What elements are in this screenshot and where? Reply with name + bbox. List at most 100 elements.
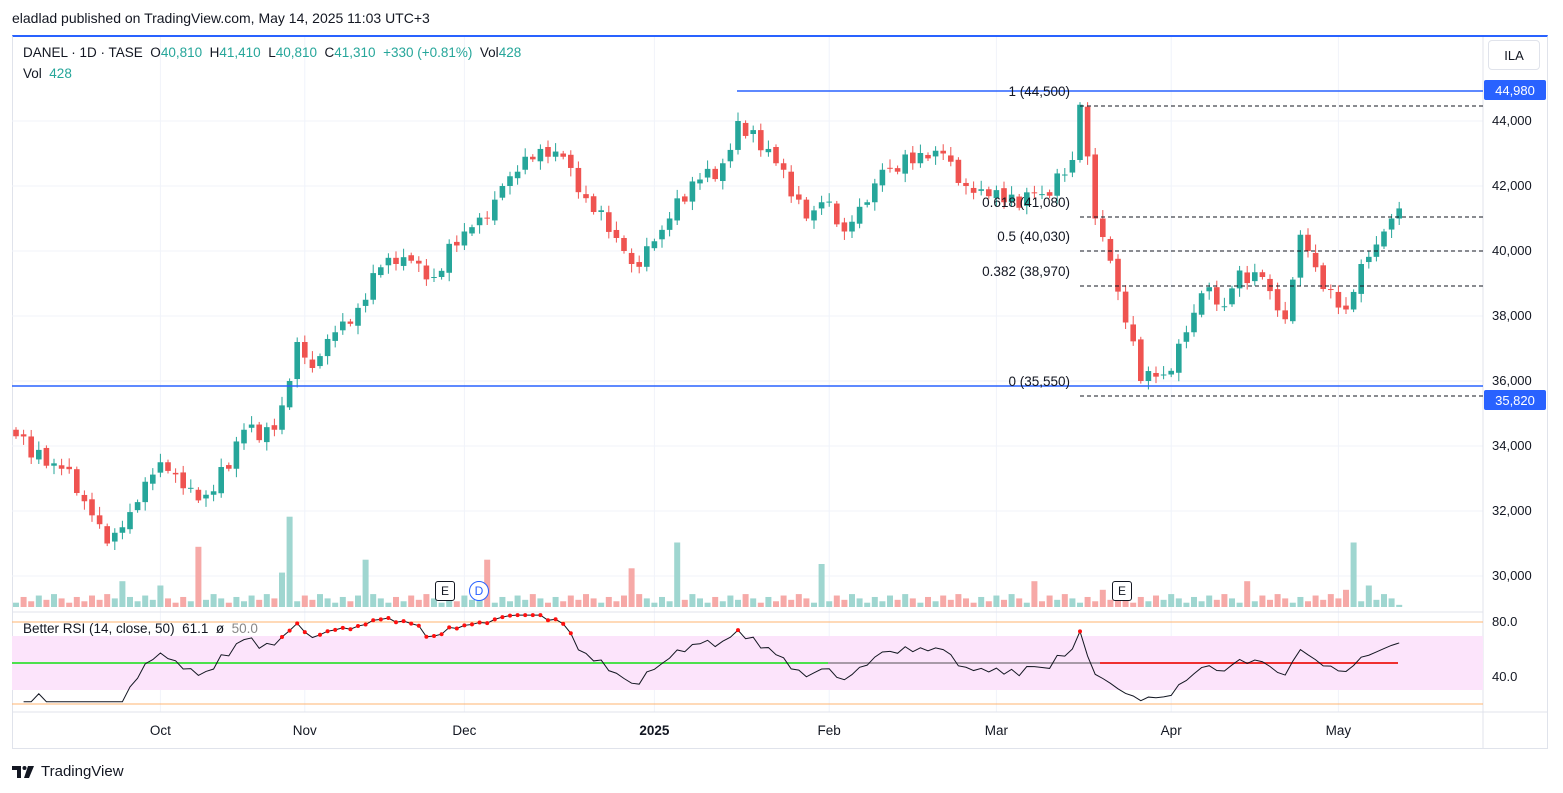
candle (1252, 263, 1258, 286)
publish-info: eladlad published on TradingView.com, Ma… (12, 10, 430, 26)
candle (13, 427, 19, 439)
x-axis-tick: 2025 (639, 723, 670, 738)
candle (309, 351, 316, 373)
volume-value: 428 (49, 66, 72, 81)
volume-bar (1099, 589, 1106, 607)
volume-bar (431, 598, 437, 607)
candle (1168, 368, 1174, 378)
volume-bar (385, 602, 392, 607)
volume-bar (537, 598, 544, 607)
symbol-name[interactable]: DANEL · 1D · TASE (23, 45, 143, 60)
candle (1236, 265, 1243, 297)
currency-button[interactable]: ILA (1488, 40, 1540, 70)
volume-bar (355, 595, 361, 607)
candle (66, 458, 72, 474)
symbol-legend: DANEL · 1D · TASE O40,810 H41,410 L40,81… (23, 45, 521, 60)
close-label: C (324, 45, 335, 60)
candle (659, 225, 665, 248)
volume-bar (1221, 594, 1228, 607)
x-axis-tick: Feb (817, 723, 841, 738)
rsi-line (23, 614, 1400, 703)
candle (385, 253, 392, 274)
rsi-overbought-mark (462, 623, 467, 628)
rsi-overbought-mark (340, 625, 345, 630)
high-label: H (209, 45, 220, 60)
candle (180, 465, 186, 495)
candle (1350, 289, 1357, 313)
candle (613, 221, 620, 243)
volume-bar (795, 594, 802, 607)
rsi-overbought-mark (348, 627, 353, 632)
rsi-overbought-mark (492, 617, 497, 622)
candle (112, 528, 118, 550)
volume-bar (507, 601, 513, 607)
candle (986, 186, 992, 199)
candle (522, 148, 528, 175)
rsi-label[interactable]: Better RSI (14, close, 50) (23, 621, 175, 636)
volume-bar (1137, 596, 1144, 607)
chart-frame (12, 35, 1548, 749)
volume-bar (256, 599, 263, 607)
candle (917, 144, 924, 168)
open-label: O (150, 45, 161, 60)
candle (1176, 339, 1182, 382)
change-value: +330 (+0.81%) (383, 45, 473, 60)
candle (416, 256, 422, 273)
candle (20, 429, 27, 445)
volume-bar (233, 596, 240, 607)
volume-bar (780, 595, 787, 607)
volume-bar (970, 602, 977, 607)
volume-bar (955, 594, 962, 607)
candle (492, 191, 498, 225)
volume-bar (58, 598, 65, 607)
volume-bar (643, 598, 650, 607)
candle (1320, 262, 1326, 292)
volume-bar (127, 596, 133, 607)
tradingview-logo[interactable]: TradingView (12, 763, 124, 780)
dividend-marker[interactable]: D (469, 581, 489, 601)
volume-bar (294, 601, 301, 607)
volume-bar (1244, 581, 1251, 607)
candle (1297, 230, 1304, 287)
volume-bar (947, 599, 954, 607)
rsi-overbought-mark (736, 628, 740, 633)
candle (469, 224, 475, 237)
volume-bar (89, 595, 95, 607)
volume-bar (111, 598, 118, 607)
volume-bar (993, 595, 1000, 607)
rsi-overbought-mark (302, 630, 307, 635)
rsi-overbought-mark (371, 618, 376, 623)
candle (1328, 284, 1334, 299)
earnings-marker[interactable]: E (1112, 581, 1132, 601)
x-axis-tick: Dec (452, 723, 477, 738)
volume-bar (750, 598, 757, 607)
earnings-marker[interactable]: E (435, 581, 455, 601)
candle (1312, 244, 1319, 272)
volume-bar (362, 559, 369, 607)
volume-bar (1016, 598, 1023, 607)
volume-bar (393, 596, 399, 607)
volume-bar (1312, 595, 1319, 607)
volume-bar (1229, 598, 1235, 607)
volume-bar (917, 602, 924, 607)
volume-bar (811, 602, 817, 607)
volume-bar (1365, 585, 1372, 607)
volume-bar (469, 599, 475, 607)
rsi-overbought-mark (439, 632, 444, 637)
volume-bar (309, 599, 316, 607)
candle (431, 268, 437, 282)
volume-bar (301, 595, 308, 607)
candle (264, 422, 270, 451)
candle (765, 140, 772, 157)
volume-bar (985, 601, 992, 607)
volume-legend: Vol 428 (23, 66, 72, 81)
volume-bar (1160, 599, 1167, 607)
candle (1160, 366, 1167, 380)
candle (454, 235, 460, 252)
vol-value: 428 (498, 45, 522, 60)
candle (1221, 297, 1228, 312)
candle (484, 211, 490, 225)
candle (545, 140, 551, 164)
rsi-overbought-mark (416, 623, 421, 628)
